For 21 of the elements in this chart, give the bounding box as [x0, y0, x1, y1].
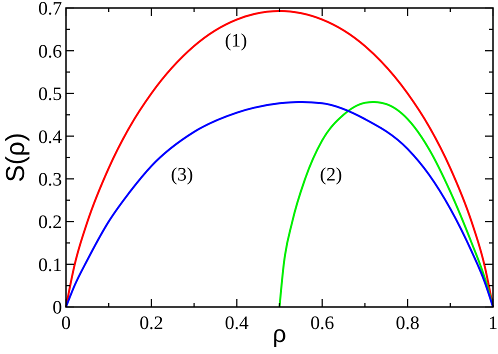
line-series — [65, 10, 494, 308]
x-tick-label: 0.6 — [310, 313, 334, 334]
y-axis-title: S(ρ) — [0, 132, 30, 182]
line-series — [65, 100, 494, 308]
y-tick-label: 0.7 — [38, 0, 62, 20]
y-tick-label: 0.4 — [38, 126, 62, 148]
y-tick-label: 0.5 — [38, 84, 62, 106]
series-label: (1) — [224, 30, 248, 52]
y-tick-label: 0.2 — [38, 212, 62, 234]
x-tick-label: 0.8 — [396, 313, 420, 334]
x-tick-label: 0.4 — [224, 313, 250, 334]
x-axis-title: ρ — [272, 321, 286, 348]
x-tick-label: 0.2 — [140, 313, 164, 334]
line-series — [278, 100, 494, 308]
x-tick-label: 1 — [488, 313, 498, 334]
series-label: (2) — [320, 164, 342, 186]
y-tick-label: 0.3 — [38, 170, 62, 191]
y-tick-label: 0.6 — [38, 41, 62, 62]
series-label: (3) — [170, 164, 194, 186]
y-tick-label: 0.1 — [38, 254, 62, 276]
y-tick-label: 0 — [52, 298, 62, 319]
